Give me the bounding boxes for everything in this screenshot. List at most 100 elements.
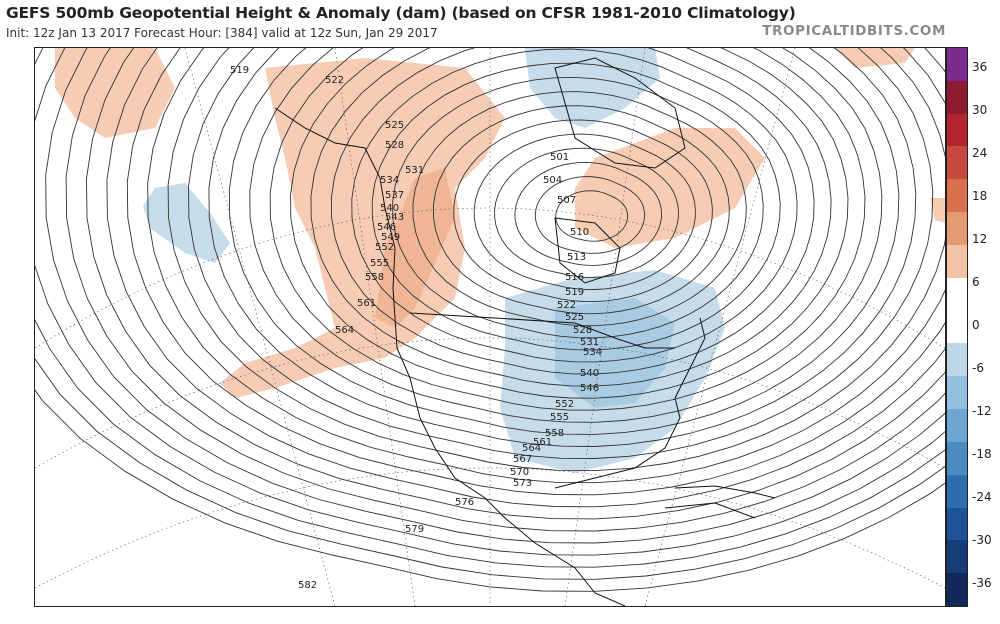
height-contour-line [86,48,945,520]
anomaly-colorbar [946,47,968,607]
positive-anomaly-alaska-core [375,168,455,328]
contour-label: 540 [380,203,399,214]
height-contour-line [371,62,781,351]
colorbar-label: 24 [972,146,988,161]
positive-anomaly-east-edge [930,198,945,223]
contour-label: 522 [325,75,344,86]
us-canada-border [409,312,675,349]
colorbar-segment [947,80,967,114]
contour-label: 510 [570,227,589,238]
contour-label: 564 [335,325,354,336]
height-contour-line [106,48,945,508]
map-title: GEFS 500mb Geopotential Height & Anomaly… [6,4,796,22]
anomaly-shading [55,48,945,473]
contour-label: 561 [533,437,552,448]
contour-labels: 5195225255285315345375405435465495525555… [230,65,602,591]
colorbar-label: -36 [972,575,992,590]
contour-label: 513 [567,252,586,263]
height-contour-line [65,48,945,532]
coastlines-and-borders [274,57,776,606]
height-contour-line [228,48,900,435]
height-contours [35,48,945,592]
height-contour-line [412,91,747,327]
contour-label: 540 [580,368,599,379]
contour-label: 555 [370,258,389,269]
height-contour-line [208,48,917,447]
contour-label: 546 [580,383,599,394]
height-contour-line [453,119,713,303]
colorbar-label: 36 [972,60,988,75]
contour-label: 528 [573,325,592,336]
negative-anomaly-arctic [525,48,660,128]
contour-label: 558 [365,272,384,283]
contour-label: 525 [385,120,404,131]
contour-label: 507 [557,195,576,206]
height-contour-line [45,48,945,544]
colorbar-segment [947,343,967,377]
height-contour-line [188,48,934,459]
height-contour-line [473,133,696,290]
positive-anomaly-alaska-west-coast [220,58,505,398]
height-contour-line [35,48,945,568]
map-panel: 519 522 525 528 531 534 537 540 543 546 549 552 555 5… [34,47,946,607]
greenland-coast [554,57,686,169]
colorbar-label: -30 [972,532,992,547]
contour-label: 546 [377,222,396,233]
height-contour-line [126,48,945,496]
contour-label: 579 [405,524,424,535]
height-contour-line [432,105,730,315]
negative-anomaly-pacific [143,183,230,263]
colorbar-segment [947,474,967,508]
brand-watermark[interactable]: TROPICALTIDBITS.COM [762,23,946,39]
contour-label: 525 [565,312,584,323]
colorbar-label: -24 [972,489,992,504]
parallel-line [35,207,945,349]
north-america-coastline [274,107,626,606]
graticule [35,48,945,606]
meridian-line [184,48,336,606]
colorbar-label: 12 [972,232,988,247]
colorbar-segment [947,376,967,410]
contour-label: 573 [513,478,532,489]
height-contour-line [167,48,945,472]
contour-label: 522 [557,300,576,311]
contour-label: 552 [375,242,394,253]
contour-label: 543 [385,212,404,223]
contour-label: 558 [545,428,564,439]
contour-label: 534 [380,175,399,186]
contour-label: 516 [565,272,584,283]
height-contour-line [392,76,764,339]
contour-label: 561 [357,298,376,309]
positive-anomaly-ne-corner [835,48,915,68]
height-contour-line [35,389,945,592]
height-contour-line [514,161,662,266]
height-contour-line [290,48,849,399]
contour-label: 549 [381,232,400,243]
colorbar-segment [947,212,967,245]
height-contour-line [494,147,679,278]
height-contour-line [310,48,832,387]
colorbar-segment [947,507,967,541]
colorbar-label: 6 [972,275,980,290]
hudson-bay [554,217,621,284]
contour-label: 534 [583,347,602,358]
colorbar-segment [947,277,967,311]
contour-label: 519 [565,287,584,298]
contour-label: 528 [385,140,404,151]
contour-label: 531 [580,337,599,348]
contour-label: 501 [550,152,569,163]
colorbar-label: 30 [972,103,988,118]
height-contour-line [269,48,866,411]
positive-anomaly-nw-pacific [55,48,175,138]
colorbar-segment [947,146,967,180]
colorbar-segment [947,441,967,475]
forecast-info: Init: 12z Jan 13 2017 Forecast Hour: [38… [6,26,438,40]
contour-label: 531 [405,165,424,176]
colorbar-segment [947,540,967,574]
contour-label: 552 [555,399,574,410]
colorbar-label: 18 [972,189,988,204]
us-east-coast [674,317,706,399]
colorbar-segment [947,113,967,147]
height-contour-line [35,358,945,580]
contour-label: 564 [522,443,541,454]
